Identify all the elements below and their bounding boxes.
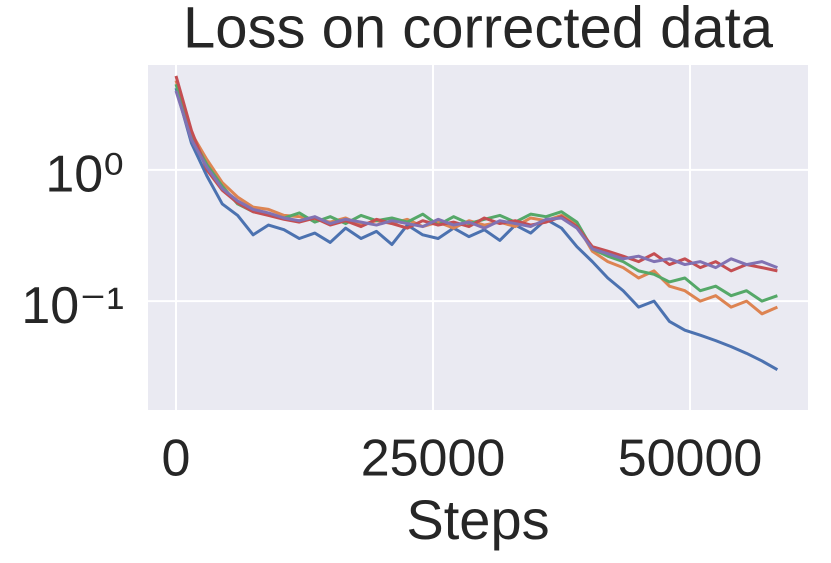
plot-area [148, 65, 808, 410]
x-tick-label: 50000 [618, 430, 763, 488]
y-tick-label: 10⁻¹ [21, 277, 124, 335]
chart-title: Loss on corrected data [183, 0, 774, 60]
x-tick-label: 25000 [361, 430, 506, 488]
x-tick-label: 0 [162, 430, 191, 488]
series-line [174, 87, 779, 372]
series-line [174, 90, 778, 270]
y-tick-label: 10⁰ [45, 146, 124, 204]
x-axis-label: Steps [406, 488, 549, 551]
